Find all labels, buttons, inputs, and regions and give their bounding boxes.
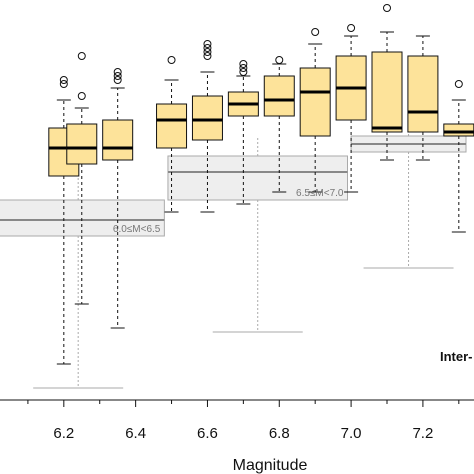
x-tick-label-0: 6.2: [53, 425, 74, 442]
outlier-6-0: [275, 56, 284, 64]
box-10: [407, 55, 439, 133]
x-tick-label-3: 6.8: [269, 425, 290, 442]
x-tick-label-2: 6.6: [197, 425, 218, 442]
outlier-4-2: [203, 44, 212, 52]
outlier-2-2: [113, 68, 122, 76]
outlier-4-0: [203, 52, 212, 60]
outlier-0-1: [59, 76, 68, 84]
box-2: [102, 119, 134, 161]
outlier-1-0: [77, 92, 86, 100]
box-4: [191, 95, 223, 141]
band-label-low: 6.0≤M<6.5: [113, 224, 161, 235]
box-7: [299, 67, 331, 137]
outlier-2-1: [113, 72, 122, 80]
x-axis-title: Magnitude: [233, 457, 308, 474]
outlier-4-3: [203, 40, 212, 48]
x-axis: 6.2 6.4 6.6 6.8 7.0 7.2: [0, 399, 474, 442]
box-1: [66, 123, 98, 165]
outlier-5-1: [239, 64, 248, 72]
band-label-mid: 6.5≤M<7.0: [296, 188, 344, 199]
annotation-text: Inter-: [440, 349, 473, 364]
x-tick-label-4: 7.0: [341, 425, 362, 442]
outlier-2-0: [113, 76, 122, 84]
x-tick-label-5: 7.2: [412, 425, 433, 442]
outlier-8-0: [347, 24, 356, 32]
x-tick-label-1: 6.4: [125, 425, 146, 442]
outlier-3-0: [167, 56, 176, 64]
box-11: [443, 123, 474, 137]
outlier-9-0: [383, 4, 391, 12]
outlier-0-0: [59, 80, 68, 88]
outlier-1-1: [77, 52, 86, 60]
box-9: [371, 51, 403, 133]
outlier-7-0: [311, 28, 320, 36]
outlier-5-2: [239, 60, 248, 68]
box-3: [156, 103, 188, 149]
box-plots: [48, 4, 474, 365]
outlier-4-1: [203, 48, 212, 56]
outlier-5-0: [239, 68, 248, 76]
outlier-11-0: [454, 80, 463, 88]
box-6: [263, 75, 295, 117]
